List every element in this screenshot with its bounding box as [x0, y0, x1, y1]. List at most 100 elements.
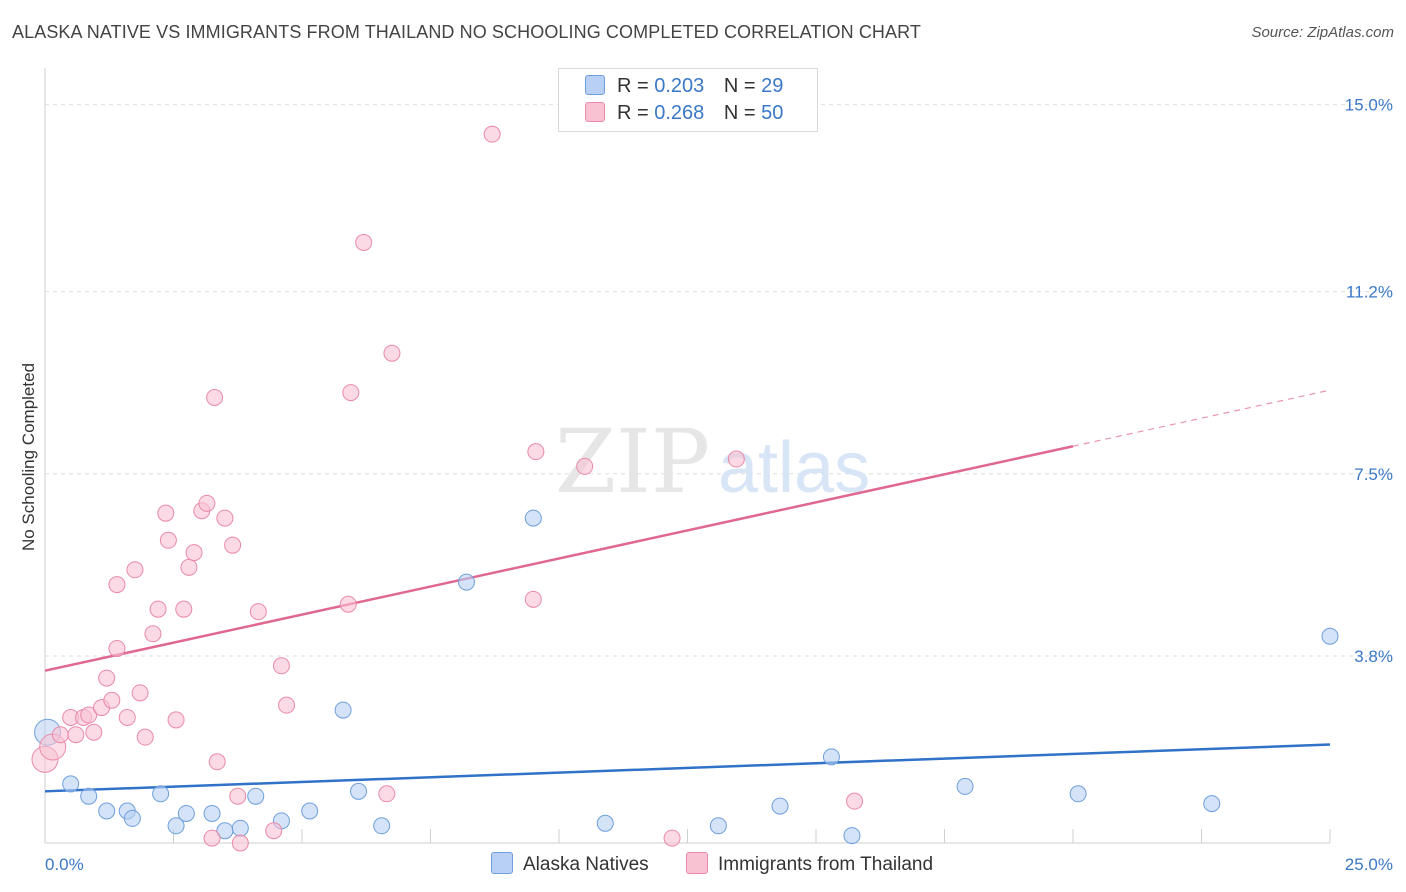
- point-alaska-natives: [524, 509, 542, 527]
- point-thailand: [216, 509, 234, 527]
- point-alaska-natives: [350, 782, 368, 800]
- point-alaska-natives: [709, 817, 727, 835]
- point-thailand: [149, 600, 167, 618]
- source-label: Source: ZipAtlas.com: [1251, 24, 1394, 41]
- data-points: [31, 125, 1339, 852]
- legend-r-label: R =: [617, 75, 649, 97]
- chart-title: ALASKA NATIVE VS IMMIGRANTS FROM THAILAN…: [12, 22, 922, 42]
- regression-line: [44, 743, 1331, 793]
- point-alaska-natives: [956, 777, 974, 795]
- point-thailand: [272, 657, 290, 675]
- bottom-legend-swatch-pink: [686, 852, 708, 874]
- point-alaska-natives: [1069, 785, 1087, 803]
- legend-n-value: 29: [761, 75, 784, 97]
- point-thailand: [67, 726, 85, 744]
- point-alaska-natives: [301, 802, 319, 820]
- point-alaska-natives: [62, 775, 80, 793]
- regression-line-extension: [1072, 389, 1331, 447]
- point-thailand: [206, 389, 224, 407]
- point-thailand: [126, 561, 144, 579]
- legend-swatch-pink: [585, 102, 605, 122]
- y-tick-label: 7.5%: [1354, 465, 1393, 484]
- regression-lines: [44, 389, 1331, 793]
- point-thailand: [118, 708, 136, 726]
- point-alaska-natives: [247, 787, 265, 805]
- point-thailand: [524, 590, 542, 608]
- bottom-legend-swatch-blue: [491, 852, 513, 874]
- point-thailand: [278, 696, 296, 714]
- tick-labels: 3.8% 7.5% 11.2% 15.0% 0.0% 25.0%: [45, 96, 1393, 874]
- point-thailand: [727, 450, 745, 468]
- point-alaska-natives: [843, 827, 861, 845]
- point-thailand: [131, 684, 149, 702]
- point-thailand: [159, 531, 177, 549]
- point-alaska-natives: [80, 787, 98, 805]
- point-thailand: [576, 457, 594, 475]
- point-alaska-natives: [1321, 627, 1339, 645]
- point-thailand: [231, 834, 249, 852]
- point-thailand: [108, 576, 126, 594]
- bottom-legend-alaska-natives: Alaska Natives: [491, 852, 649, 876]
- point-thailand: [136, 728, 154, 746]
- point-thailand: [249, 603, 267, 621]
- point-thailand: [342, 384, 360, 402]
- point-thailand: [663, 829, 681, 847]
- point-thailand: [167, 711, 185, 729]
- point-thailand: [198, 494, 216, 512]
- point-alaska-natives: [231, 819, 249, 837]
- point-thailand: [383, 344, 401, 362]
- point-thailand: [157, 504, 175, 522]
- y-tick-label: 11.2%: [1346, 283, 1393, 302]
- point-thailand: [483, 125, 501, 143]
- legend-row-thailand: R = 0.268 N = 50: [585, 102, 783, 126]
- point-thailand: [203, 829, 221, 847]
- correlation-legend: R = 0.203 N = 29 R = 0.268 N = 50: [558, 68, 818, 132]
- point-thailand: [224, 536, 242, 554]
- legend-n-value: 50: [761, 102, 784, 124]
- watermark-atlas: atlas: [718, 428, 870, 508]
- point-alaska-natives: [167, 817, 185, 835]
- point-thailand: [108, 640, 126, 658]
- regression-line: [44, 445, 1074, 672]
- point-alaska-natives: [334, 701, 352, 719]
- point-thailand: [846, 792, 864, 810]
- point-alaska-natives: [596, 814, 614, 832]
- point-thailand: [175, 600, 193, 618]
- point-alaska-natives: [1203, 795, 1221, 813]
- y-tick-label: 15.0%: [1345, 96, 1393, 115]
- point-alaska-natives: [203, 804, 221, 822]
- point-thailand: [208, 753, 226, 771]
- bottom-legend-thailand: Immigrants from Thailand: [686, 852, 933, 876]
- bottom-legend-label: Immigrants from Thailand: [718, 854, 934, 875]
- legend-r-value: 0.268: [654, 102, 705, 124]
- point-alaska-natives: [98, 802, 116, 820]
- x-tick-label: 0.0%: [45, 855, 84, 874]
- point-thailand: [265, 822, 283, 840]
- legend-r-label: R =: [617, 102, 649, 124]
- point-thailand: [103, 691, 121, 709]
- point-alaska-natives: [822, 748, 840, 766]
- point-alaska-natives: [457, 573, 475, 591]
- bottom-legend-label: Alaska Natives: [523, 854, 649, 875]
- point-alaska-natives: [177, 804, 195, 822]
- legend-swatch-blue: [585, 75, 605, 95]
- point-thailand: [80, 706, 98, 724]
- point-thailand: [185, 544, 203, 562]
- grid-lines: [45, 104, 1392, 657]
- point-thailand: [51, 726, 69, 744]
- axes: [44, 68, 1331, 844]
- point-thailand: [378, 785, 396, 803]
- point-thailand: [180, 558, 198, 576]
- legend-r-value: 0.203: [654, 75, 705, 97]
- point-thailand: [144, 625, 162, 643]
- x-tick-label: 25.0%: [1345, 855, 1393, 874]
- point-thailand: [98, 669, 116, 687]
- point-thailand: [527, 443, 545, 461]
- point-thailand: [339, 595, 357, 613]
- point-thailand: [355, 233, 373, 251]
- legend-n-label: N =: [723, 75, 756, 97]
- y-tick-label: 3.8%: [1354, 647, 1393, 666]
- point-alaska-natives: [373, 817, 391, 835]
- y-axis-label: No Schooling Completed: [19, 363, 38, 551]
